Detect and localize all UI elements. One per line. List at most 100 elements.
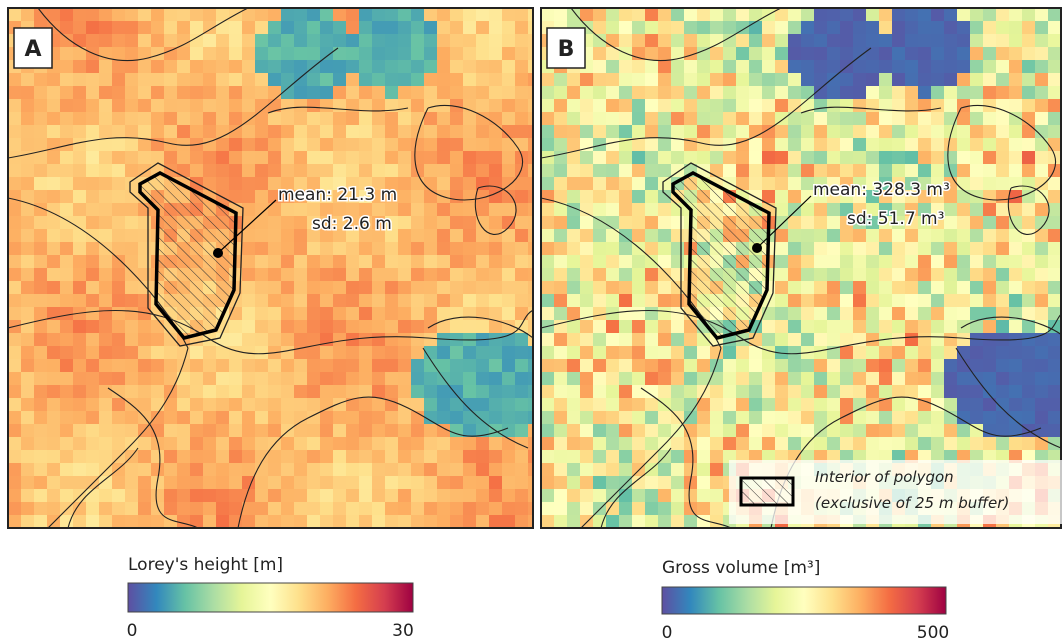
raster-cell	[411, 398, 424, 411]
raster-cell	[541, 255, 554, 268]
raster-cell	[970, 86, 983, 99]
raster-cell	[86, 307, 99, 320]
raster-cell	[645, 268, 658, 281]
raster-cell	[216, 528, 229, 541]
raster-cell	[47, 385, 60, 398]
raster-cell	[606, 242, 619, 255]
raster-cell	[73, 359, 86, 372]
raster-cell	[190, 73, 203, 86]
raster-cell	[840, 112, 853, 125]
raster-cell	[489, 372, 502, 385]
raster-cell	[411, 73, 424, 86]
raster-cell	[450, 164, 463, 177]
raster-cell	[632, 450, 645, 463]
raster-cell	[645, 307, 658, 320]
raster-cell	[437, 528, 450, 541]
raster-cell	[1009, 73, 1022, 86]
raster-cell	[736, 99, 749, 112]
raster-cell	[8, 177, 21, 190]
raster-cell	[229, 528, 242, 541]
raster-cell	[151, 528, 164, 541]
raster-cell	[593, 281, 606, 294]
raster-cell	[47, 255, 60, 268]
raster-cell	[21, 333, 34, 346]
raster-cell	[398, 281, 411, 294]
raster-cell	[34, 229, 47, 242]
raster-cell	[697, 424, 710, 437]
raster-cell	[450, 138, 463, 151]
raster-cell	[359, 60, 372, 73]
raster-cell	[73, 346, 86, 359]
raster-cell	[203, 151, 216, 164]
raster-cell	[112, 320, 125, 333]
raster-cell	[281, 8, 294, 21]
raster-cell	[632, 281, 645, 294]
raster-cell	[463, 372, 476, 385]
raster-cell	[996, 268, 1009, 281]
raster-cell	[892, 385, 905, 398]
raster-cell	[606, 86, 619, 99]
raster-cell	[359, 372, 372, 385]
raster-cell	[1048, 320, 1061, 333]
raster-cell	[528, 21, 541, 34]
raster-cell	[593, 333, 606, 346]
raster-cell	[177, 73, 190, 86]
raster-cell	[268, 242, 281, 255]
raster-cell	[463, 307, 476, 320]
raster-cell	[827, 138, 840, 151]
raster-cell	[450, 346, 463, 359]
raster-cell	[866, 307, 879, 320]
raster-cell	[749, 47, 762, 60]
raster-cell	[801, 359, 814, 372]
raster-cell	[307, 463, 320, 476]
raster-cell	[866, 138, 879, 151]
raster-cell	[840, 21, 853, 34]
raster-cell	[229, 320, 242, 333]
raster-cell	[437, 229, 450, 242]
raster-cell	[957, 216, 970, 229]
raster-cell	[476, 320, 489, 333]
raster-cell	[541, 528, 554, 541]
raster-cell	[762, 34, 775, 47]
raster-cell	[21, 346, 34, 359]
raster-cell	[411, 281, 424, 294]
raster-cell	[242, 281, 255, 294]
raster-cell	[424, 333, 437, 346]
raster-cell	[983, 320, 996, 333]
raster-cell	[580, 190, 593, 203]
raster-cell	[255, 294, 268, 307]
raster-cell	[424, 164, 437, 177]
sd-label: sd: 2.6 m	[312, 214, 392, 234]
raster-cell	[203, 73, 216, 86]
raster-cell	[957, 268, 970, 281]
raster-cell	[658, 476, 671, 489]
raster-cell	[892, 242, 905, 255]
raster-cell	[983, 437, 996, 450]
raster-cell	[307, 502, 320, 515]
raster-cell	[99, 411, 112, 424]
raster-cell	[242, 86, 255, 99]
raster-cell	[450, 515, 463, 528]
raster-cell	[502, 528, 515, 541]
raster-cell	[489, 151, 502, 164]
raster-cell	[541, 8, 554, 21]
raster-cell	[333, 294, 346, 307]
raster-cell	[723, 385, 736, 398]
raster-cell	[294, 86, 307, 99]
raster-cell	[983, 372, 996, 385]
raster-cell	[814, 385, 827, 398]
raster-cell	[983, 138, 996, 151]
raster-cell	[359, 424, 372, 437]
raster-cell	[73, 190, 86, 203]
raster-cell	[424, 515, 437, 528]
raster-cell	[645, 450, 658, 463]
raster-cell	[47, 281, 60, 294]
raster-cell	[983, 294, 996, 307]
raster-cell	[671, 151, 684, 164]
raster-cell	[593, 203, 606, 216]
raster-cell	[281, 99, 294, 112]
raster-cell	[1035, 151, 1048, 164]
raster-cell	[1035, 73, 1048, 86]
raster-cell	[398, 190, 411, 203]
raster-cell	[437, 489, 450, 502]
